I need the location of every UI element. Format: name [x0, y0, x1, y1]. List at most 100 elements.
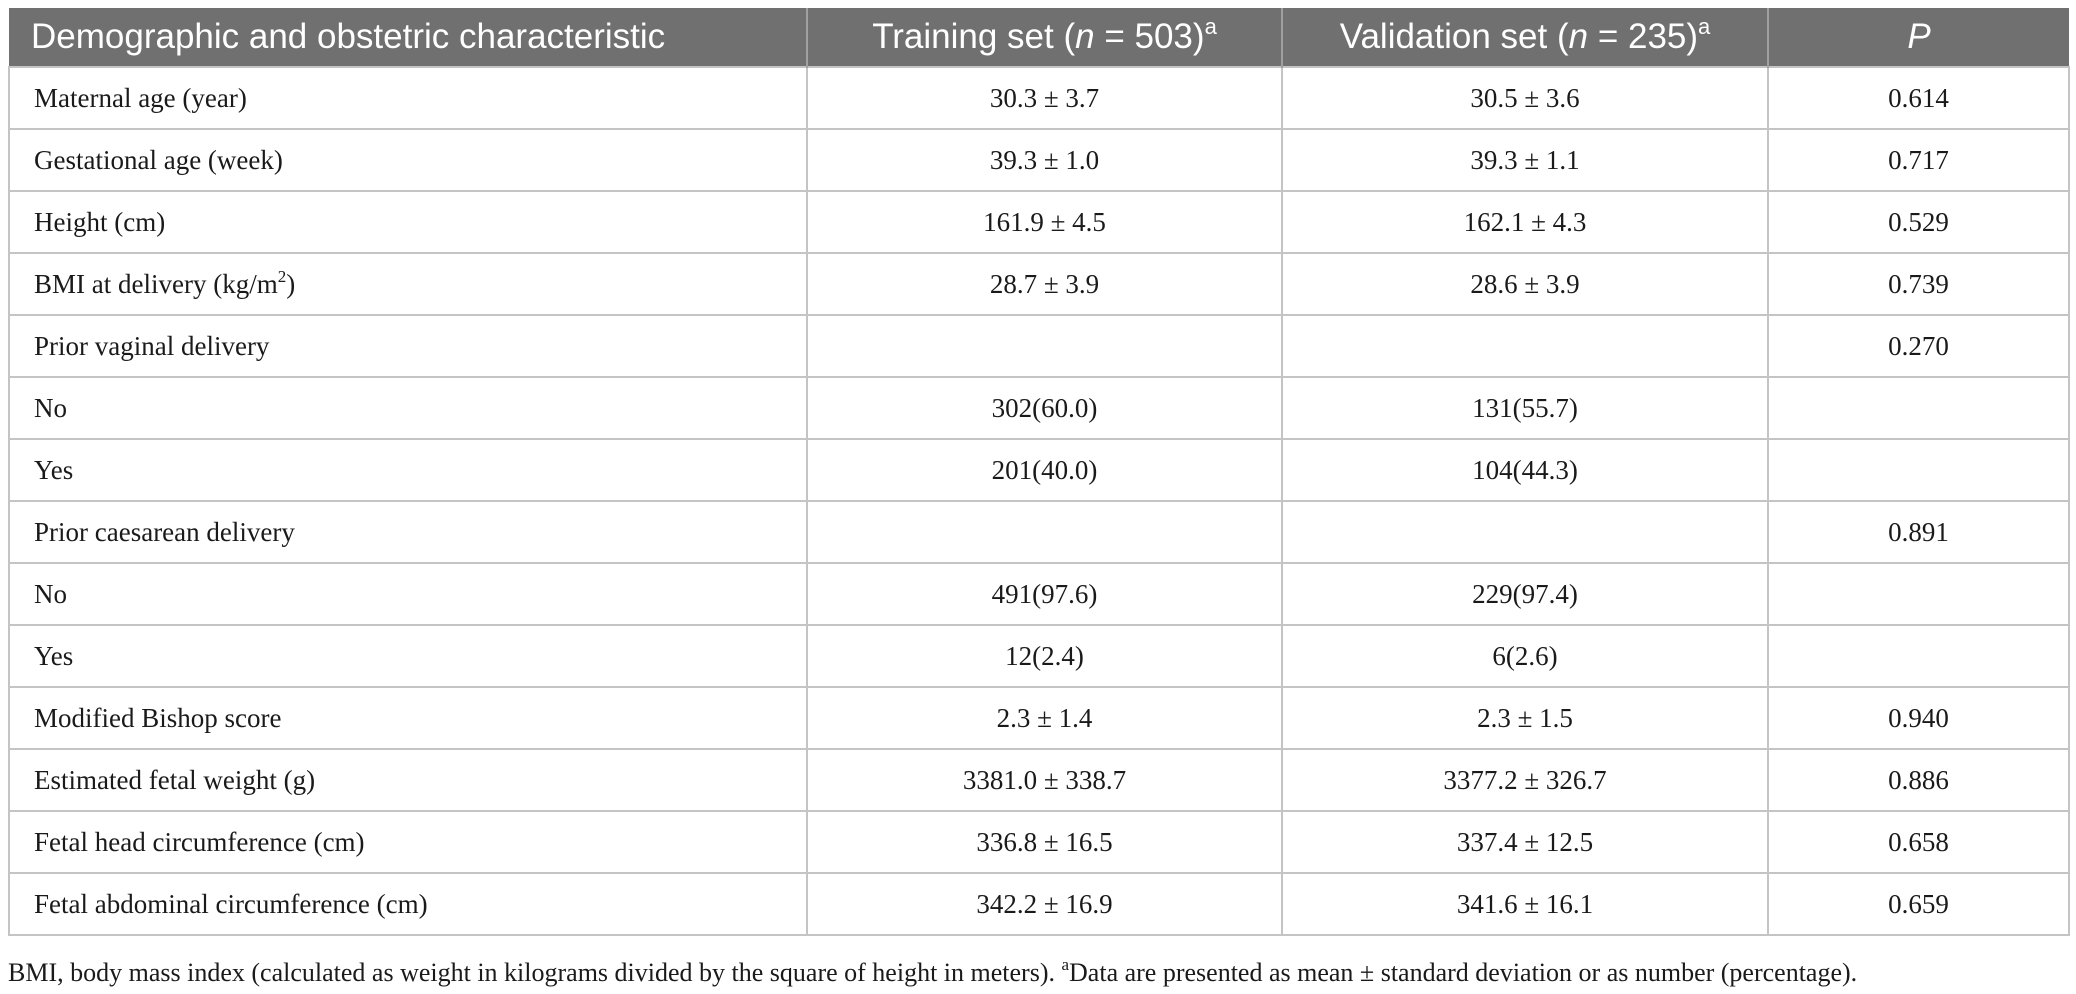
characteristics-table: Demographic and obstetric characteristic…	[8, 8, 2070, 936]
row-label-cell: Maternal age (year)	[8, 66, 808, 130]
table-header: Demographic and obstetric characteristic…	[9, 8, 2069, 67]
p-value: 0.886	[1767, 748, 2070, 812]
row-label-cell: Height (cm)	[8, 190, 808, 254]
header-training-sup: a	[1204, 14, 1217, 39]
table-row: Modified Bishop score 2.3 ± 1.4 2.3 ± 1.5 0…	[8, 686, 2070, 750]
header-training-n: n	[1075, 17, 1095, 56]
table-row: Estimated fetal weight (g) 3381.0 ± 338.7…	[8, 748, 2070, 812]
row-label-cell: Yes	[8, 438, 808, 502]
table-row: Prior vaginal delivery 0.270	[8, 314, 2070, 378]
row-label: Fetal head circumference (cm)	[34, 826, 365, 857]
row-label: BMI at delivery (kg/m	[34, 268, 278, 299]
table-row: Height (cm) 161.9 ± 4.5 162.1 ± 4.3 0.529	[8, 190, 2070, 254]
row-label: Maternal age (year)	[34, 82, 247, 113]
validation-set-value: 39.3 ± 1.1	[1281, 128, 1769, 192]
training-set-value: 30.3 ± 3.7	[806, 66, 1283, 130]
table-row: Yes 201(40.0) 104(44.3)	[8, 438, 2070, 502]
row-label: Gestational age (week)	[34, 144, 283, 175]
training-set-value: 28.7 ± 3.9	[806, 252, 1283, 316]
header-validation-prefix: Validation set (	[1339, 17, 1569, 56]
row-label: No	[34, 392, 67, 423]
p-value: 0.270	[1767, 314, 2070, 378]
p-value: 0.739	[1767, 252, 2070, 316]
validation-set-value: 28.6 ± 3.9	[1281, 252, 1769, 316]
table-row: Gestational age (week) 39.3 ± 1.0 39.3 ± 1…	[8, 128, 2070, 192]
header-row: Demographic and obstetric characteristic…	[9, 8, 2069, 67]
row-label-cell: Prior caesarean delivery	[8, 500, 808, 564]
row-label: Yes	[34, 640, 74, 671]
p-value: 0.891	[1767, 500, 2070, 564]
header-p-value: P	[1768, 8, 2069, 67]
row-label: Estimated fetal weight (g)	[34, 764, 316, 795]
p-value: 0.614	[1767, 66, 2070, 130]
footnote-text-1: BMI, body mass index (calculated as weig…	[8, 958, 1062, 987]
training-set-value: 3381.0 ± 338.7	[806, 748, 1283, 812]
header-characteristic: Demographic and obstetric characteristic	[9, 8, 808, 67]
row-label: Prior caesarean delivery	[34, 516, 295, 547]
row-label-cell: No	[8, 376, 808, 440]
characteristics-table-container: Demographic and obstetric characteristic…	[8, 8, 2070, 936]
row-label: Modified Bishop score	[34, 702, 282, 733]
row-label-suffix: )	[286, 268, 296, 299]
training-set-value: 12(2.4)	[806, 624, 1283, 688]
p-value: 0.529	[1767, 190, 2070, 254]
header-p-label: P	[1907, 17, 1931, 56]
table-row: Maternal age (year) 30.3 ± 3.7 30.5 ± 3.6 0…	[8, 66, 2070, 130]
training-set-value: 201(40.0)	[806, 438, 1283, 502]
p-value	[1767, 438, 2070, 502]
header-validation-n: n	[1568, 17, 1589, 56]
validation-set-value: 131(55.7)	[1281, 376, 1769, 440]
p-value: 0.658	[1767, 810, 2070, 874]
validation-set-value: 3377.2 ± 326.7	[1281, 748, 1769, 812]
row-label-cell: No	[8, 562, 808, 626]
row-label: No	[34, 578, 67, 609]
row-label-cell: Fetal abdominal circumference (cm)	[8, 872, 808, 936]
validation-set-value: 2.3 ± 1.5	[1281, 686, 1769, 750]
table-row: Fetal abdominal circumference (cm) 342.2 …	[8, 872, 2070, 936]
validation-set-value: 162.1 ± 4.3	[1281, 190, 1769, 254]
table-row: Yes 12(2.4) 6(2.6)	[8, 624, 2070, 688]
validation-set-value	[1281, 314, 1769, 378]
footnote-text-2: Data are presented as mean ± standard de…	[1069, 958, 1858, 987]
training-set-value: 491(97.6)	[806, 562, 1283, 626]
p-value	[1767, 562, 2070, 626]
training-set-value: 336.8 ± 16.5	[806, 810, 1283, 874]
p-value: 0.940	[1767, 686, 2070, 750]
validation-set-value	[1281, 500, 1769, 564]
header-validation-set: Validation set (n = 235)a	[1282, 8, 1769, 67]
training-set-value: 39.3 ± 1.0	[806, 128, 1283, 192]
training-set-value: 342.2 ± 16.9	[806, 872, 1283, 936]
row-label: Prior vaginal delivery	[34, 330, 270, 361]
table-footnote: BMI, body mass index (calculated as weig…	[8, 956, 1858, 988]
header-training-value: = 503)	[1094, 17, 1205, 56]
training-set-value	[806, 500, 1283, 564]
row-label-superscript: 2	[277, 266, 287, 286]
row-label-cell: Modified Bishop score	[8, 686, 808, 750]
row-label-cell: Prior vaginal delivery	[8, 314, 808, 378]
row-label-cell: Estimated fetal weight (g)	[8, 748, 808, 812]
header-training-set: Training set (n = 503)a	[807, 8, 1283, 67]
training-set-value: 302(60.0)	[806, 376, 1283, 440]
row-label: Height (cm)	[34, 206, 166, 237]
row-label: Fetal abdominal circumference (cm)	[34, 888, 428, 919]
validation-set-value: 104(44.3)	[1281, 438, 1769, 502]
training-set-value: 161.9 ± 4.5	[806, 190, 1283, 254]
validation-set-value: 30.5 ± 3.6	[1281, 66, 1769, 130]
validation-set-value: 341.6 ± 16.1	[1281, 872, 1769, 936]
table-row: BMI at delivery (kg/m2) 28.7 ± 3.9 28.6 ± …	[8, 252, 2070, 316]
header-validation-sup: a	[1698, 14, 1711, 39]
table-row: Prior caesarean delivery 0.891	[8, 500, 2070, 564]
row-label-cell: Gestational age (week)	[8, 128, 808, 192]
table-row: No 302(60.0) 131(55.7)	[8, 376, 2070, 440]
training-set-value: 2.3 ± 1.4	[806, 686, 1283, 750]
validation-set-value: 229(97.4)	[1281, 562, 1769, 626]
row-label-cell: BMI at delivery (kg/m2)	[8, 252, 808, 316]
validation-set-value: 6(2.6)	[1281, 624, 1769, 688]
p-value: 0.717	[1767, 128, 2070, 192]
header-validation-value: = 235)	[1588, 17, 1699, 56]
table-body: Maternal age (year) 30.3 ± 3.7 30.5 ± 3.6 0…	[8, 66, 2070, 936]
validation-set-value: 337.4 ± 12.5	[1281, 810, 1769, 874]
table-row: Fetal head circumference (cm) 336.8 ± 16.…	[8, 810, 2070, 874]
table-row: No 491(97.6) 229(97.4)	[8, 562, 2070, 626]
row-label: Yes	[34, 454, 74, 485]
